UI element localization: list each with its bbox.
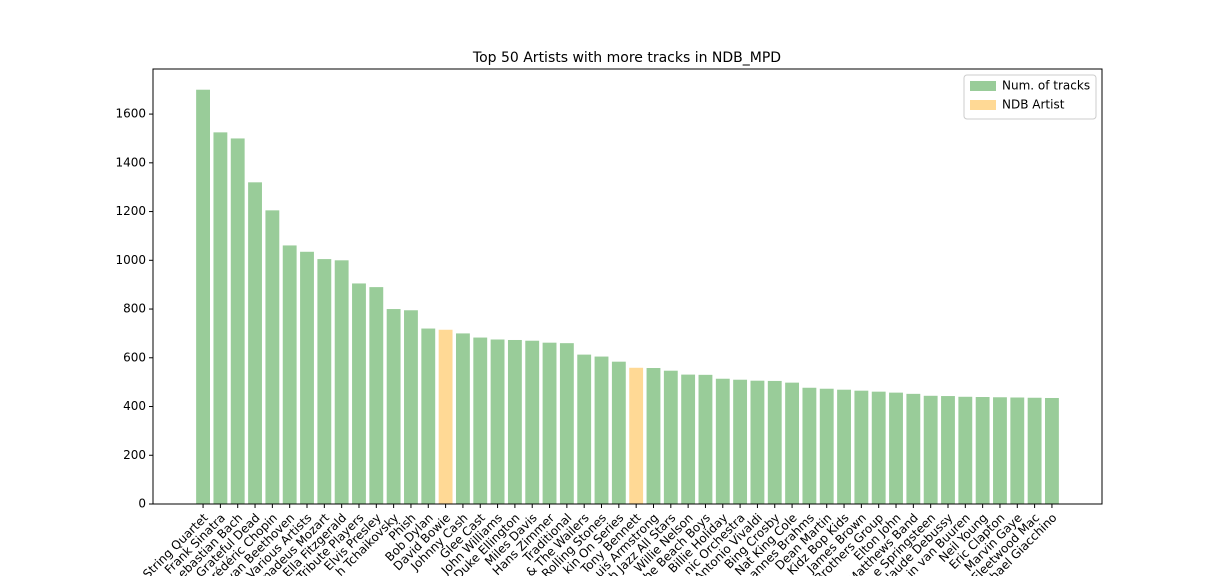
bar: [542, 342, 557, 504]
bar: [923, 395, 938, 504]
bar: [993, 397, 1007, 504]
bar: [975, 397, 990, 504]
y-tick-label: 600: [123, 350, 146, 364]
legend-swatch: [970, 100, 996, 110]
bar: [196, 89, 210, 504]
bar: [767, 380, 782, 504]
y-tick-label: 400: [123, 399, 146, 413]
legend-label: Num. of tracks: [1002, 79, 1090, 93]
bar: [265, 210, 280, 504]
bar: [663, 370, 678, 504]
y-tick-label: 200: [123, 448, 146, 462]
bar: [300, 251, 314, 504]
bar: [386, 309, 401, 504]
bar: [421, 328, 436, 504]
y-tick-label: 1400: [115, 155, 146, 169]
bar: [507, 339, 522, 504]
bar: [941, 396, 955, 504]
bar: [750, 380, 765, 504]
bar: [611, 361, 626, 504]
y-tick-label: 1000: [115, 253, 146, 267]
bar: [733, 379, 748, 504]
bar: [369, 287, 384, 504]
bar: [213, 132, 228, 505]
bar: [715, 378, 730, 504]
y-tick-label: 800: [123, 302, 146, 316]
bar: [404, 310, 418, 504]
bar: [1010, 397, 1025, 504]
bar: [1045, 397, 1059, 504]
legend-label: NDB Artist: [1002, 98, 1065, 112]
plot-frame: [152, 68, 1103, 505]
bar: [681, 374, 696, 504]
bar: [906, 393, 921, 504]
bar: [438, 329, 453, 504]
bar: [837, 389, 851, 504]
bar: [455, 333, 470, 504]
bar: [282, 245, 297, 504]
bar: [248, 182, 262, 504]
bar: [646, 368, 661, 504]
bar: [889, 392, 903, 504]
y-tick-label: 1200: [115, 204, 146, 218]
bar: [594, 356, 609, 504]
bar: [854, 390, 869, 504]
bar: [819, 388, 834, 504]
bar: [334, 260, 349, 504]
y-tick-label: 0: [138, 497, 146, 511]
bar: [629, 367, 644, 504]
bar: [490, 339, 505, 504]
chart-title: Top 50 Artists with more tracks in NDB_M…: [472, 50, 781, 66]
bar: [577, 354, 592, 504]
bar: [871, 391, 886, 504]
bar: [698, 374, 713, 504]
bar: [958, 396, 973, 504]
bar: [802, 387, 817, 504]
bar: [352, 283, 366, 504]
bar: [230, 138, 245, 504]
bar: [785, 382, 800, 504]
y-tick-label: 1600: [115, 107, 146, 121]
bar: [559, 343, 574, 504]
bar: [317, 259, 332, 504]
bar: [525, 340, 540, 504]
legend-swatch: [970, 81, 996, 91]
bar: [1027, 397, 1042, 504]
legend-box: [963, 74, 1097, 120]
bar: [473, 337, 488, 504]
